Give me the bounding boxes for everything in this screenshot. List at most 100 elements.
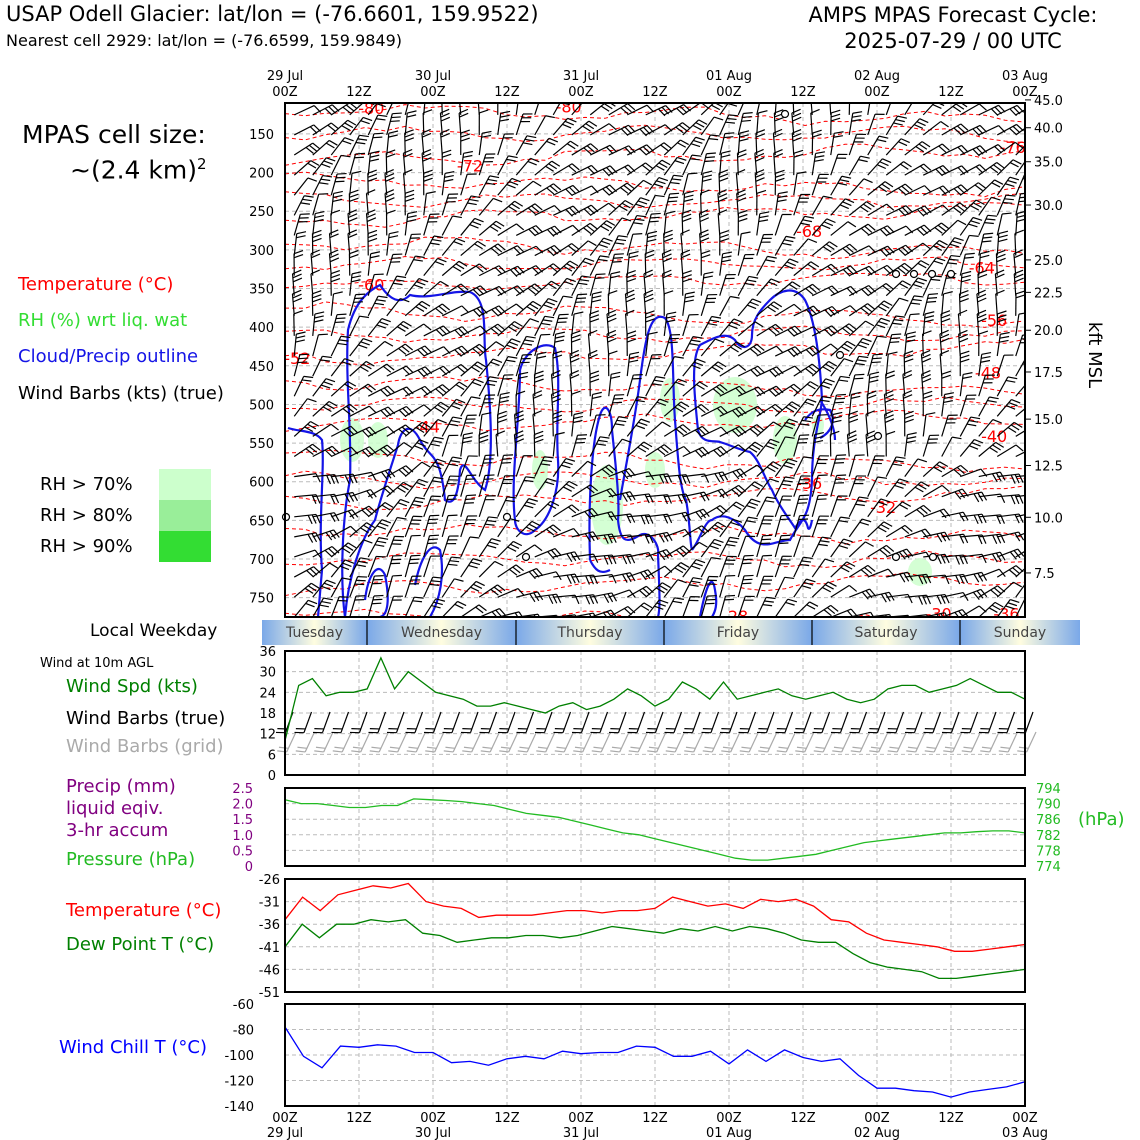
- barb-flag: [299, 353, 310, 356]
- wind-barb: [664, 528, 692, 538]
- barb-flag: [736, 341, 745, 348]
- weekday-name: Saturday: [854, 625, 917, 641]
- barb-flag: [939, 329, 949, 335]
- barb-staff: [404, 461, 423, 478]
- wind-barb: [719, 273, 736, 296]
- temperature-contour-label: -64: [969, 258, 995, 277]
- wind-barb: [754, 169, 765, 196]
- barb-staff: [848, 320, 866, 337]
- barb-flag: [354, 297, 365, 300]
- barb-staff: [904, 504, 924, 518]
- barb-flag: [292, 297, 303, 303]
- barb-flag: [460, 133, 470, 138]
- wind-barb: [386, 112, 402, 136]
- wind-barb: [404, 233, 421, 256]
- barb-flag: [589, 222, 598, 230]
- barb-flag: [469, 536, 480, 539]
- barb-flag: [1027, 380, 1036, 388]
- barb-flag: [706, 297, 717, 300]
- barb-flag: [433, 235, 444, 239]
- barb-flag: [818, 177, 828, 179]
- barb-staff: [404, 439, 420, 457]
- wind-barb: [904, 331, 917, 357]
- wind-barb: [959, 145, 988, 157]
- barb-flag: [392, 574, 402, 577]
- barb-flag: [625, 293, 635, 299]
- barb-flag: [719, 177, 729, 182]
- wind-barb: [681, 209, 692, 236]
- barb-flag: [689, 313, 699, 316]
- barb-flag: [806, 383, 816, 390]
- barb-staff: [737, 298, 753, 317]
- barb-flag: [941, 143, 950, 151]
- barb-staff: [682, 525, 703, 538]
- barb-flag: [546, 248, 555, 257]
- barb-flag: [834, 131, 844, 134]
- weekday-name: Sunday: [994, 625, 1046, 641]
- wind-barb: [645, 212, 661, 236]
- wind-barb: [608, 124, 636, 136]
- wind-barb: [293, 375, 314, 397]
- wind-barb: [571, 240, 597, 256]
- barb-staff: [571, 313, 575, 336]
- barb-flag: [444, 174, 454, 178]
- wind-barb: [626, 197, 650, 216]
- barb-staff: [756, 345, 777, 357]
- barb-staff: [488, 711, 498, 733]
- barb-staff: [571, 275, 583, 296]
- barb-flag: [943, 291, 953, 295]
- barb-flag: [955, 103, 965, 110]
- wind-barb: [700, 293, 718, 317]
- wind-barb: [941, 165, 969, 176]
- wind-speed-label: Wind Spd (kts): [66, 676, 198, 697]
- wind-barb: [904, 205, 932, 217]
- barb-flag: [591, 728, 602, 730]
- wind-barb: [404, 575, 422, 598]
- barb-staff: [774, 598, 789, 617]
- barb-flag: [955, 575, 961, 585]
- wind-barb: [312, 311, 325, 336]
- barb-staff: [811, 495, 819, 517]
- barb-flag: [974, 184, 983, 192]
- station-title: USAP Odell Glacier: lat/lon = (-76.6601,…: [6, 2, 539, 26]
- barb-flag: [815, 151, 826, 154]
- barb-flag: [862, 337, 872, 343]
- barb-flag: [344, 137, 354, 142]
- barb-flag: [312, 294, 322, 299]
- barb-flag: [1009, 127, 1017, 136]
- barb-flag: [1000, 493, 1006, 503]
- barb-staff: [996, 141, 1016, 156]
- barb-flag: [390, 120, 400, 123]
- barb-flag: [534, 283, 543, 291]
- barb-flag: [403, 442, 413, 449]
- barb-flag: [300, 202, 311, 205]
- barb-flag: [936, 595, 942, 605]
- barb-flag: [1014, 229, 1024, 235]
- barb-flag: [658, 162, 668, 168]
- temperature-contour: [285, 396, 1025, 413]
- barb-flag: [599, 255, 610, 258]
- wind-barb: [959, 270, 972, 296]
- barb-flag: [636, 214, 647, 218]
- barb-flag: [428, 217, 439, 219]
- barb-flag: [307, 515, 313, 525]
- barb-flag: [486, 495, 496, 497]
- barb-flag: [778, 191, 788, 195]
- barb-flag: [717, 189, 727, 194]
- barb-staff: [811, 536, 823, 558]
- barb-staff: [423, 515, 431, 538]
- barb-flag: [407, 211, 418, 215]
- barb-flag: [805, 288, 814, 296]
- barb-staff: [340, 711, 350, 733]
- wind-barb: [904, 260, 930, 277]
- barb-flag: [594, 277, 605, 279]
- barb-staff: [330, 137, 346, 156]
- barb-staff: [624, 313, 628, 336]
- barb-flag: [893, 319, 904, 322]
- barb-staff: [404, 576, 413, 598]
- barb-flag: [480, 750, 491, 753]
- barb-flag: [793, 149, 804, 154]
- barb-flag: [479, 438, 489, 444]
- barb-flag: [567, 245, 577, 253]
- wind-barb: [460, 129, 470, 156]
